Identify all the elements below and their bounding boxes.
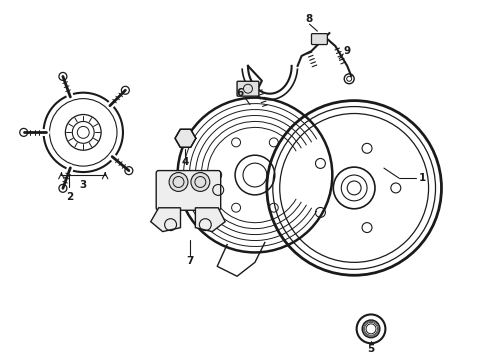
FancyBboxPatch shape	[312, 33, 327, 45]
Text: 9: 9	[343, 46, 351, 56]
Circle shape	[191, 172, 210, 192]
Text: 5: 5	[368, 344, 375, 354]
Text: 7: 7	[187, 256, 194, 266]
Text: 6: 6	[236, 88, 244, 98]
FancyBboxPatch shape	[237, 81, 259, 96]
Text: 2: 2	[66, 192, 73, 202]
Text: 3: 3	[80, 180, 87, 190]
FancyBboxPatch shape	[156, 171, 220, 210]
Text: 8: 8	[306, 14, 313, 24]
Polygon shape	[175, 129, 196, 147]
Text: 1: 1	[419, 173, 426, 183]
Circle shape	[169, 172, 188, 192]
Polygon shape	[196, 208, 225, 231]
Text: 4: 4	[182, 157, 189, 167]
Polygon shape	[151, 208, 180, 231]
